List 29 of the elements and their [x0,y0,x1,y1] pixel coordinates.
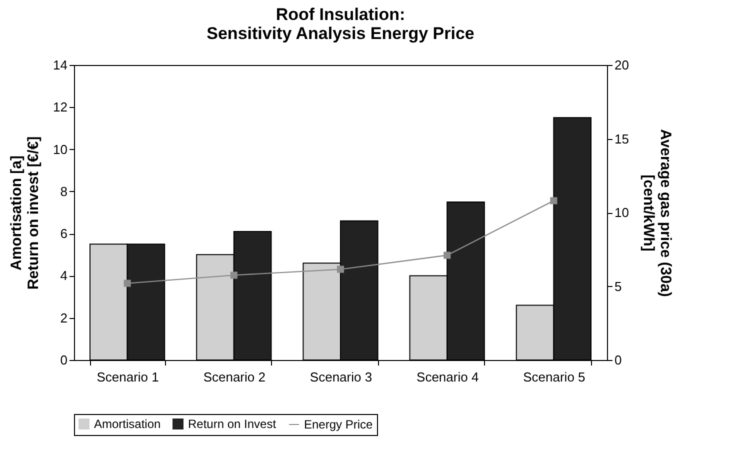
y2-tick-label: 15 [614,131,629,146]
chart-title: Roof Insulation: Sensitivity Analysis Energy Price [206,5,474,43]
y-tick-label: 8 [60,184,68,199]
point [230,272,238,279]
legend-label: Return on Invest [188,417,277,431]
y2-tick-label: 5 [614,278,622,294]
point [550,197,558,204]
legend-label: Energy Price [304,418,374,432]
y2-axis-title: Average gas price (30a) [cent/kWh] [640,129,674,297]
y-tick-label: 0 [60,352,68,368]
y-tick-label: 6 [60,226,68,242]
y-tick-label: 4 [60,268,68,284]
point [124,280,131,287]
legend-label: Amortisation [94,417,161,431]
x-tick-label: Scenario 4 [416,370,479,384]
point [336,266,344,273]
y-tick-label: 14 [53,58,68,72]
y2-tick-label: 10 [614,205,629,220]
y-tick-label: 12 [53,100,68,115]
x-tick-label: Scenario 3 [310,370,372,384]
y-tick-label: 2 [60,310,68,326]
y2-tick-label: 0 [614,352,622,368]
y-tick-label: 10 [53,142,68,157]
x-tick-label: Scenario 5 [523,370,586,384]
point [444,252,451,259]
x-tick-label: Scenario 1 [96,370,159,384]
x-tick-label: Scenario 2 [203,370,266,384]
y-axis-title: Amortisation [a] Return on invest [€/€] [8,136,42,290]
y2-tick-label: 20 [614,58,629,72]
